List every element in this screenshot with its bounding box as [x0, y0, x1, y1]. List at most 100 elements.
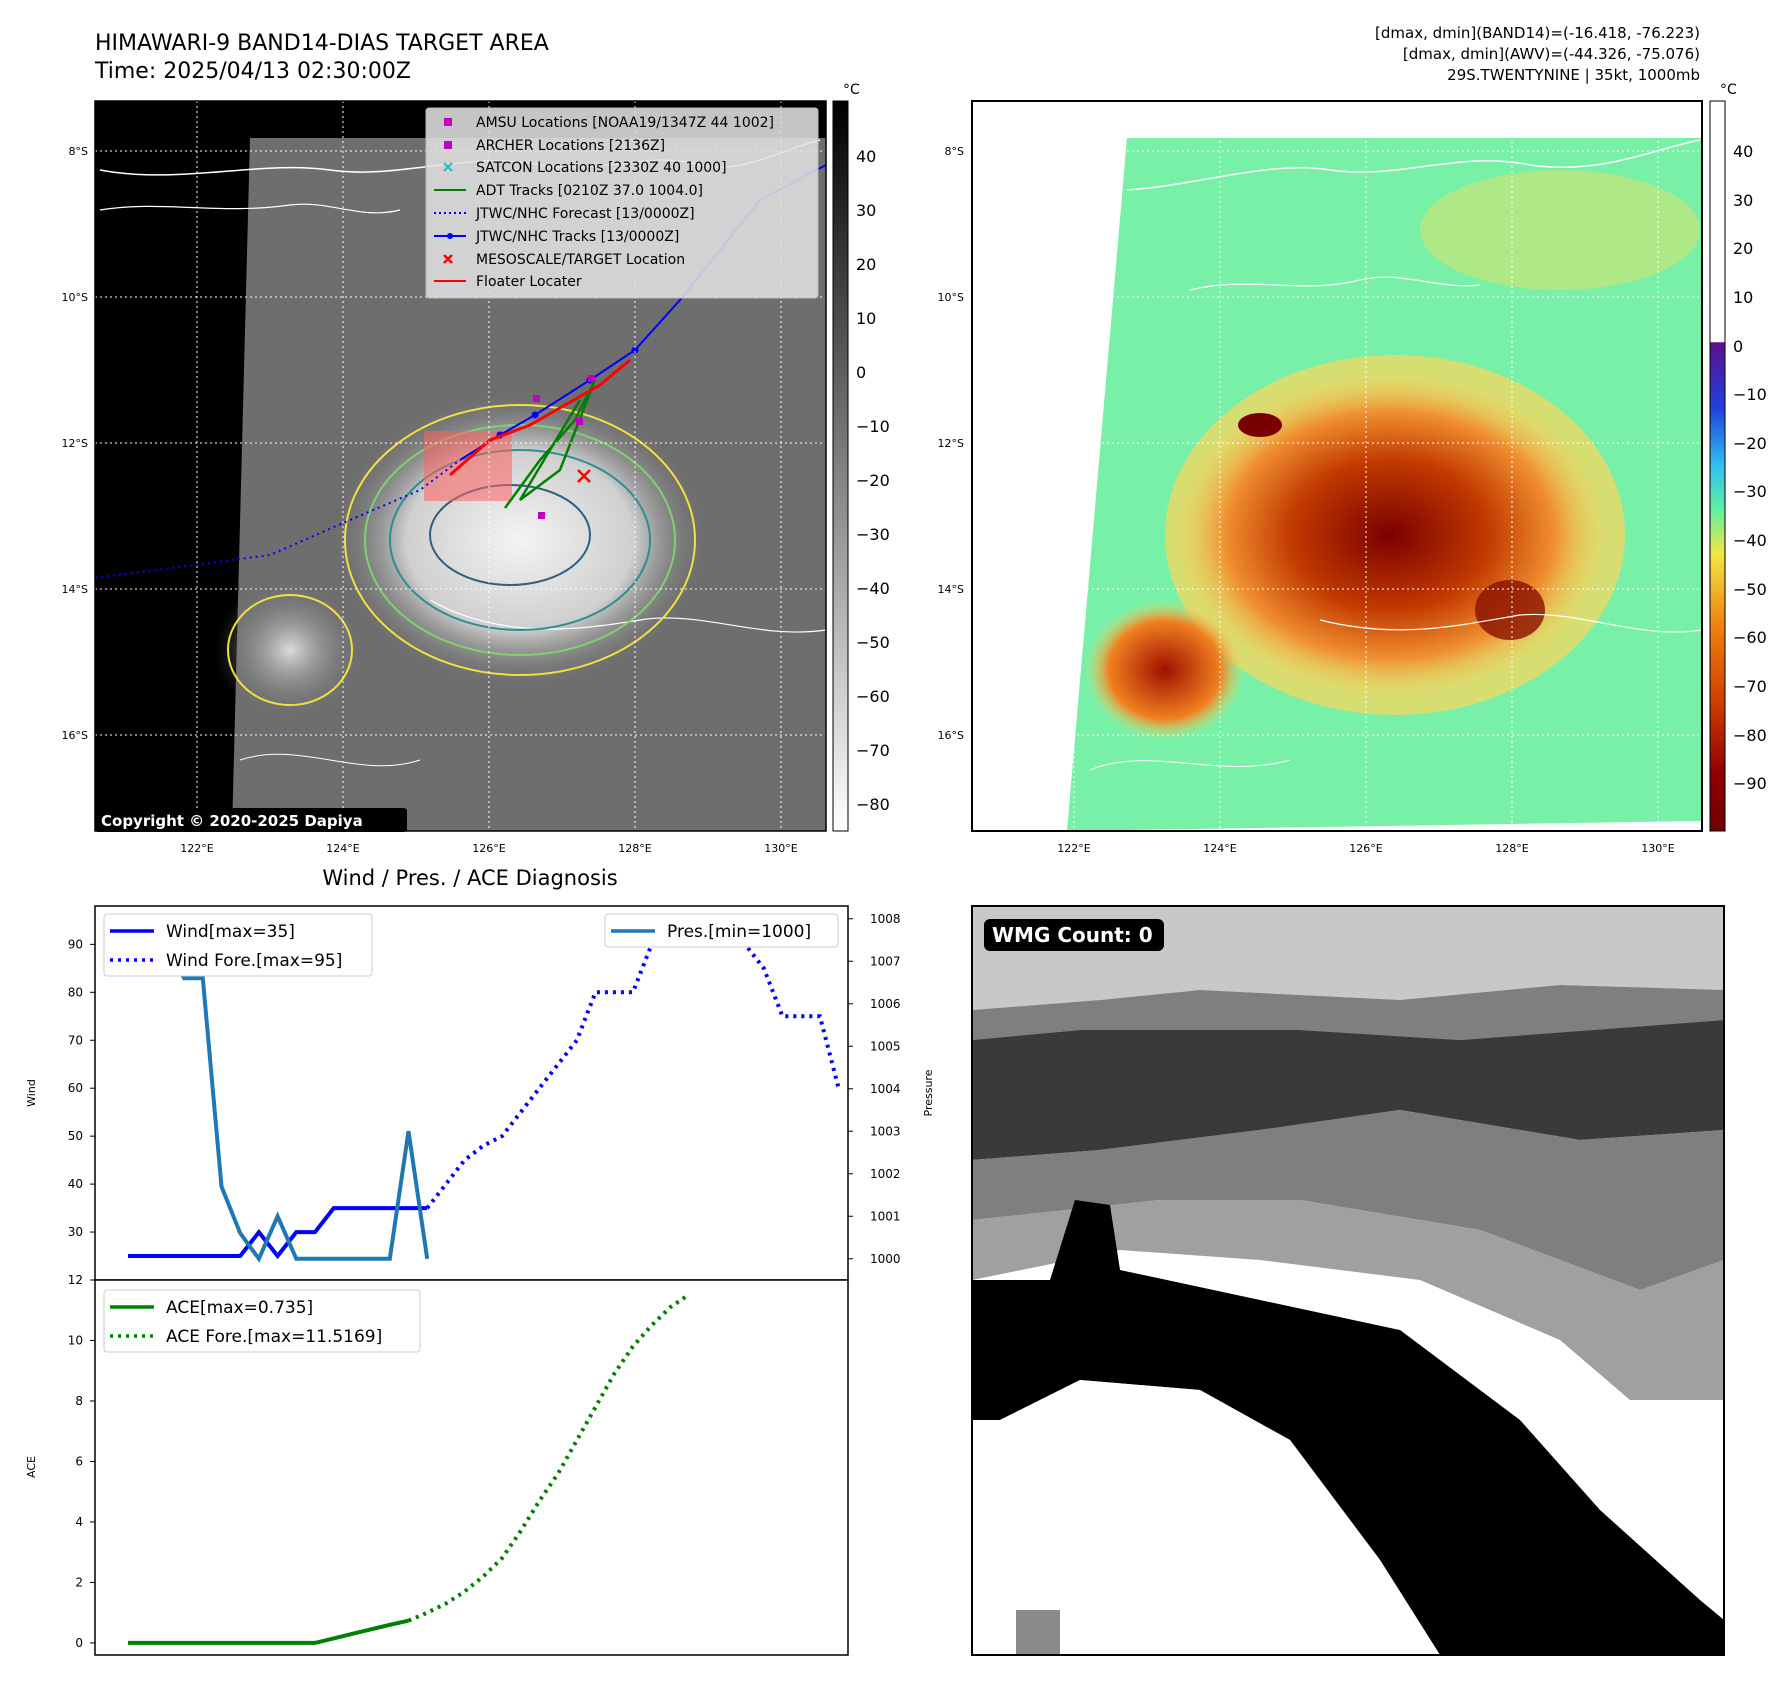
awv-cbar-tick: 10	[1733, 288, 1753, 307]
awv-lon-labels: 122°E 124°E 126°E 128°E 130°E	[1057, 842, 1674, 855]
awv-cbar-tick: 40	[1733, 142, 1753, 161]
ir-title-line1: HIMAWARI-9 BAND14-DIAS TARGET AREA	[95, 31, 549, 56]
legend-adt-label: ADT Tracks [0210Z 37.0 1004.0]	[476, 183, 703, 199]
pressure-right-ticks: 1000 1001 1002 1003 1004 1005 1006 1007 1008	[848, 912, 901, 1266]
awv-cbar-tick: −70	[1733, 677, 1767, 696]
ir-secondary-cloud	[215, 580, 365, 720]
awv-lon-label: 130°E	[1641, 842, 1674, 855]
ir-copyright-box	[95, 808, 407, 832]
ace-tick-label: 6	[75, 1454, 83, 1468]
wmg-count-badge: WMG Count: 0	[992, 923, 1153, 947]
ir-coastline-australia	[239, 753, 421, 767]
ace-ticks: 0 2 4 6 8 10 12	[68, 1273, 95, 1650]
wmg-badge-box	[984, 919, 1164, 951]
awv-cell-north	[1238, 413, 1282, 437]
ir-cbar-ticks: 40 30 20 10 0 −10 −20 −30 −40 −50 −60 −7…	[856, 147, 890, 814]
ir-lat-label: 10°S	[62, 291, 88, 304]
series-line-ace	[128, 1618, 409, 1645]
awv-header: [dmax, dmin](BAND14)=(-16.418, -76.223) …	[1375, 24, 1700, 84]
awv-lon-label: 126°E	[1349, 842, 1382, 855]
ir-cbar-tick: −20	[856, 471, 890, 490]
awv-cbar-tick: −60	[1733, 628, 1767, 647]
wind-tick-label: 30	[68, 1225, 83, 1239]
awv-coastline-australia	[1089, 759, 1291, 771]
wmg-panel: WMG Count: 0	[971, 905, 1725, 1656]
wind-axis-label: Wind	[25, 1079, 38, 1107]
ir-cbar-tick: 40	[856, 147, 876, 166]
series-line-wind-fore-	[425, 918, 841, 1210]
pressure-tick-label: 1007	[870, 954, 901, 968]
ace-series	[128, 1292, 691, 1645]
ace-tick-label: 8	[75, 1394, 83, 1408]
legend-amsu-label: AMSU Locations [NOAA19/1347Z 44 1002]	[476, 115, 774, 131]
legend-archer-label: ARCHER Locations [2136Z]	[476, 138, 665, 154]
awv-lon-label: 122°E	[1057, 842, 1090, 855]
series-line-wind	[128, 1206, 428, 1260]
awv-header-line2: [dmax, dmin](AWV)=(-44.326, -75.076)	[1403, 45, 1700, 63]
awv-coastline-island	[1189, 276, 1481, 291]
ir-title-line2: Time: 2025/04/13 02:30:00Z	[94, 59, 411, 84]
awv-cbar-tick: −50	[1733, 580, 1767, 599]
pressure-tick-label: 1004	[870, 1082, 901, 1096]
legend-wind-forecast-label: Wind Fore.[max=95]	[166, 951, 342, 971]
awv-lat-label: 12°S	[938, 437, 964, 450]
awv-cbar-tick: 20	[1733, 239, 1753, 258]
pressure-tick-label: 1006	[870, 997, 901, 1011]
wmg-level-black	[972, 1200, 1724, 1655]
ir-cbar-tick: 10	[856, 309, 876, 328]
legend-amsu-marker	[444, 118, 452, 126]
legend-floater-label: Floater Locater	[476, 274, 582, 290]
pressure-tick-label: 1005	[870, 1039, 901, 1053]
awv-cbar-tick: −80	[1733, 726, 1767, 745]
ir-cbar-tick: −60	[856, 687, 890, 706]
ace-tick-label: 12	[68, 1273, 83, 1287]
ir-contour-green	[364, 424, 676, 656]
wind-tick-label: 60	[68, 1081, 83, 1095]
ir-lat-label: 12°S	[62, 437, 88, 450]
wind-tick-label: 70	[68, 1033, 83, 1047]
awv-lat-label: 8°S	[945, 145, 964, 158]
awv-cbar-unit: °C	[1720, 82, 1737, 98]
ir-lon-label: 122°E	[180, 842, 213, 855]
ir-cbar-tick: −50	[856, 633, 890, 652]
wmg-frame	[971, 905, 1725, 1656]
ir-cbar-tick: −70	[856, 741, 890, 760]
ir-lon-label: 126°E	[472, 842, 505, 855]
legend-target-marker	[443, 254, 453, 264]
ir-mesoscale-target-marker	[577, 469, 591, 483]
pressure-axis-label: Pressure	[922, 1069, 935, 1116]
wind-left-ticks: 30 40 50 60 70 80 90	[68, 937, 95, 1239]
pressure-tick-label: 1000	[870, 1252, 901, 1266]
ir-coastline-island	[99, 203, 401, 214]
ir-contour-teal	[389, 449, 651, 631]
diagnosis-title: Wind / Pres. / ACE Diagnosis	[322, 866, 617, 890]
awv-panel: [dmax, dmin](BAND14)=(-16.418, -76.223) …	[938, 24, 1767, 855]
wmg-level-white	[972, 1380, 1440, 1655]
pressure-legend: Pres.[min=1000]	[604, 913, 839, 948]
pressure-tick-label: 1008	[870, 912, 901, 926]
wind-tick-label: 80	[68, 985, 83, 999]
ir-contour-yellow	[344, 404, 696, 676]
ir-lat-labels: 8°S 10°S 12°S 14°S 16°S	[62, 145, 88, 742]
legend-pressure-label: Pres.[min=1000]	[667, 922, 811, 942]
legend-satcon-marker	[443, 162, 453, 172]
awv-cbar-tick: −40	[1733, 531, 1767, 550]
pressure-tick-label: 1003	[870, 1124, 901, 1138]
ir-cbar-tick: −30	[856, 525, 890, 544]
awv-cbar-tick: 30	[1733, 191, 1753, 210]
awv-cbar-tick: 0	[1733, 337, 1743, 356]
ir-lon-label: 124°E	[326, 842, 359, 855]
awv-cbar-tick: −90	[1733, 774, 1767, 793]
ir-copyright: Copyright © 2020-2025 Dapiya	[101, 812, 363, 830]
awv-cell-east	[1475, 580, 1545, 640]
diagnosis-panel: Wind / Pres. / ACE Diagnosis Wind Pressu…	[25, 866, 935, 1656]
ace-tick-label: 0	[75, 1636, 83, 1650]
ir-contour-secondary	[227, 594, 353, 706]
ir-lon-labels: 122°E 124°E 126°E 128°E 130°E	[180, 842, 797, 855]
awv-cbar-tick: −20	[1733, 434, 1767, 453]
ace-legend: ACE[max=0.735] ACE Fore.[max=11.5169]	[103, 1289, 421, 1353]
ir-floater-track	[449, 358, 631, 477]
awv-lat-label: 10°S	[938, 291, 964, 304]
ir-lat-label: 14°S	[62, 583, 88, 596]
awv-lon-label: 128°E	[1495, 842, 1528, 855]
